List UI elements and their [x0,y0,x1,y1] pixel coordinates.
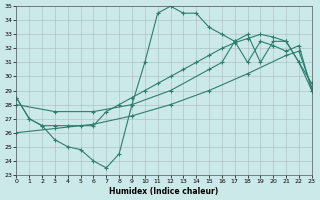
X-axis label: Humidex (Indice chaleur): Humidex (Indice chaleur) [109,187,219,196]
